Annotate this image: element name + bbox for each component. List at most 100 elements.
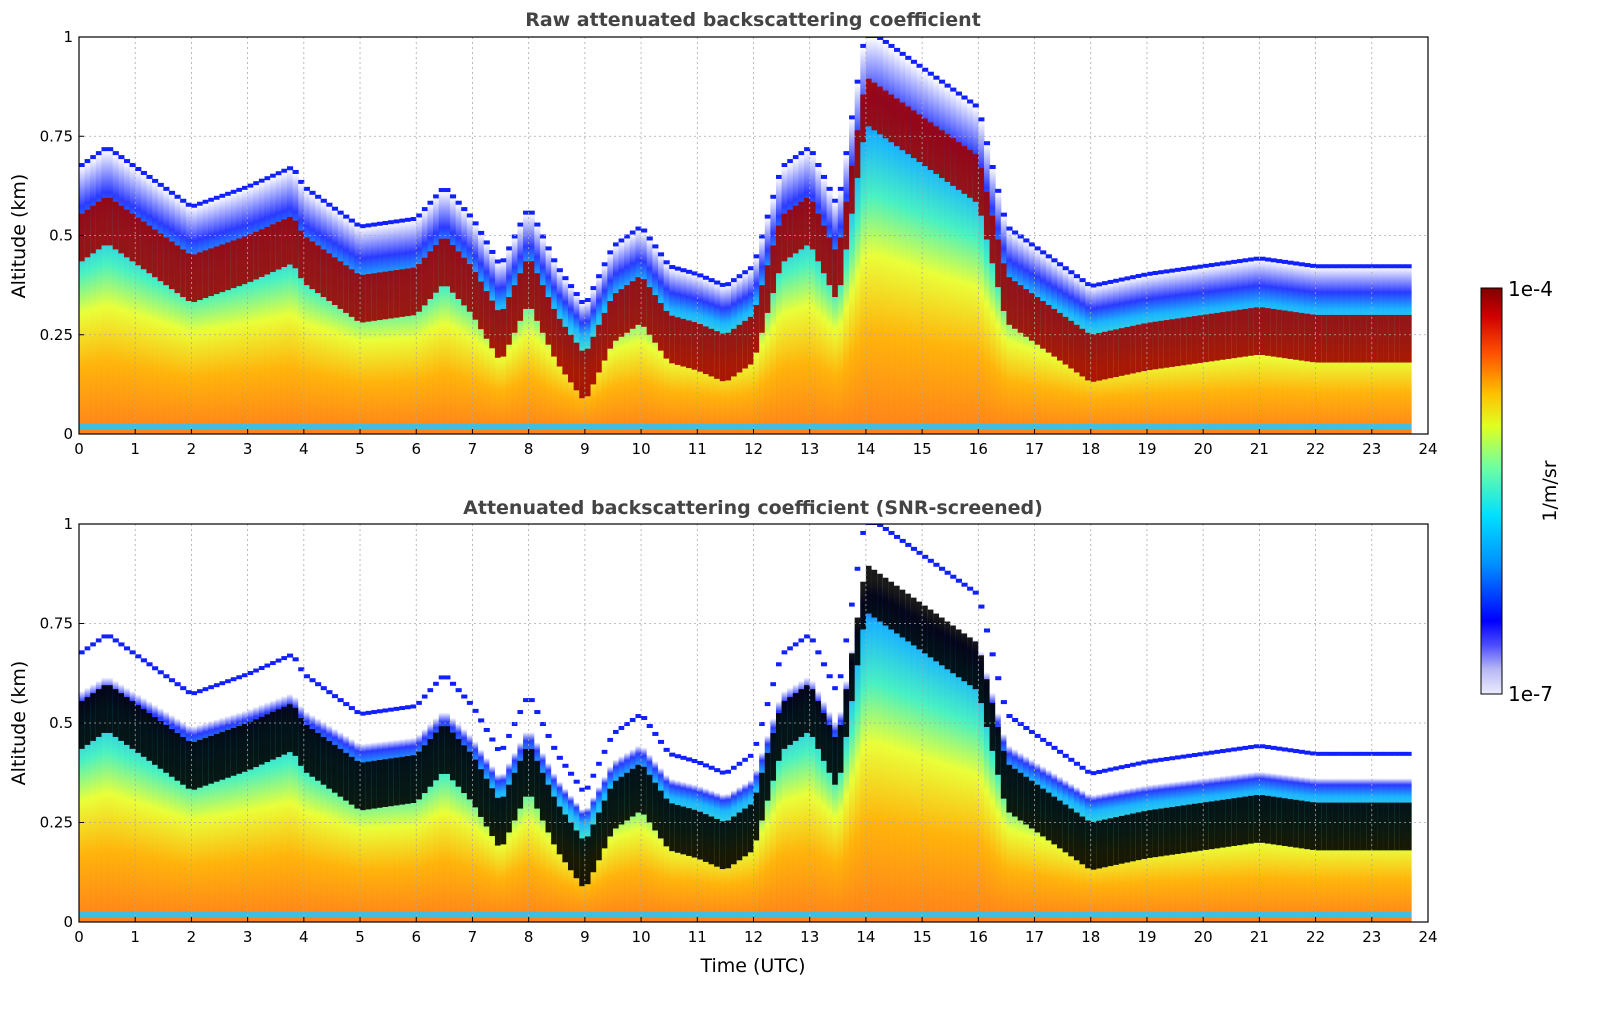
x-tick-label: 11: [688, 440, 707, 458]
panel-screened-ground-strip: [79, 912, 1412, 918]
panel-raw-layer-edge: [1349, 264, 1356, 269]
panel-screened-layer-cell: [1169, 806, 1176, 855]
panel-raw-layer-cell: [1197, 315, 1204, 363]
panel-raw-layer-edge: [1017, 234, 1024, 239]
x-tick-label: 4: [299, 928, 309, 946]
panel-screened-column: [922, 557, 929, 922]
panel-screened-layer-cell: [253, 719, 260, 768]
panel-screened-layer-cell: [764, 752, 771, 801]
panel-raw-layer-edge: [1265, 257, 1272, 262]
panel-screened-layer-cell: [1287, 799, 1294, 847]
panel-screened-layer-edge: [1113, 766, 1120, 771]
panel-screened-layer-cell: [944, 621, 951, 670]
panel-screened-column: [461, 697, 468, 922]
panel-raw-layer-cell: [1321, 314, 1328, 363]
panel-screened-layer-edge: [629, 718, 636, 723]
panel-raw-layer-edge: [697, 273, 704, 278]
panel-screened-layer-cell: [888, 581, 895, 630]
panel-raw-layer-edge: [393, 219, 400, 224]
panel-screened-layer-edge: [601, 749, 608, 754]
panel-raw-column: [219, 196, 226, 434]
panel-screened-layer-edge: [882, 526, 889, 531]
x-tick-label: 13: [800, 928, 819, 946]
panel-raw-layer-edge: [579, 299, 586, 304]
panel-screened-layer-edge: [1068, 757, 1075, 762]
panel-screened-layer-cell: [618, 776, 625, 825]
x-tick-label: 2: [187, 440, 197, 458]
panel-screened-column: [84, 649, 91, 922]
panel-screened-layer-cell: [826, 724, 833, 773]
panel-raw-layer-cell: [90, 205, 97, 254]
x-tick-label: 13: [800, 440, 819, 458]
panel-raw-layer-edge: [157, 182, 164, 187]
panel-raw-layer-edge: [1090, 283, 1097, 288]
panel-raw-layer-cell: [1220, 312, 1227, 360]
panel-raw-layer-cell: [1293, 312, 1300, 360]
panel-raw-title: Raw attenuated backscattering coefficien…: [525, 9, 981, 31]
panel-screened-column: [112, 641, 119, 922]
panel-raw-layer-cell: [315, 245, 322, 294]
panel-raw-column: [759, 237, 766, 434]
panel-raw-layer-edge: [1332, 264, 1339, 269]
panel-screened-layer-cell: [708, 816, 715, 865]
panel-screened-layer-cell: [202, 737, 209, 786]
panel-screened-layer-edge: [331, 694, 339, 699]
panel-raw-layer-edge: [736, 274, 743, 279]
panel-raw-column: [877, 38, 884, 434]
panel-raw-layer-edge: [202, 199, 209, 204]
panel-screened-column: [337, 701, 344, 922]
panel-raw-layer-cell: [792, 205, 799, 254]
panel-raw-layer-cell: [376, 272, 384, 321]
panel-screened-column: [1000, 703, 1007, 922]
panel-screened-column: [185, 693, 192, 922]
panel-screened-layer-cell: [79, 701, 86, 749]
panel-screened-layer-cell: [556, 806, 563, 855]
panel-screened-layer-cell: [427, 738, 434, 787]
panel-raw-layer-cell: [697, 324, 704, 372]
panel-raw-layer-edge: [185, 202, 192, 207]
panel-raw-layer-cell: [1012, 281, 1019, 329]
panel-raw-layer-cell: [584, 348, 591, 397]
panel-raw-layer-edge: [343, 214, 350, 219]
panel-screened-layer-edge: [686, 757, 693, 762]
panel-raw-column: [281, 171, 288, 434]
panel-raw-layer-edge: [1315, 264, 1322, 269]
panel-screened-layer-cell: [1186, 804, 1193, 853]
panel-screened-column: [225, 682, 232, 922]
panel-screened-layer-cell: [967, 637, 974, 686]
panel-raw-layer-cell: [753, 304, 760, 353]
x-tick-label: 3: [243, 928, 253, 946]
x-tick-label: 16: [969, 440, 988, 458]
panel-raw-layer-cell: [641, 279, 648, 327]
panel-raw-layer-cell: [427, 251, 434, 300]
panel-raw-layer-edge: [129, 163, 136, 168]
x-tick-label: 22: [1306, 440, 1325, 458]
panel-screened-layer-cell: [1113, 817, 1120, 865]
panel-screened-column: [219, 684, 226, 922]
panel-raw-layer-cell: [1338, 314, 1345, 363]
panel-screened-layer-cell: [84, 697, 91, 745]
panel-raw-column: [129, 166, 136, 434]
panel-raw-layer-edge: [663, 260, 670, 265]
panel-screened-layer-edge: [1085, 769, 1092, 774]
panel-screened-layer-cell: [1017, 772, 1024, 821]
panel-screened-layer-edge: [612, 729, 620, 734]
panel-raw-column: [635, 229, 642, 434]
panel-screened-column: [466, 703, 473, 922]
panel-screened-layer-edge: [1175, 755, 1182, 760]
panel-screened-layer-cell: [376, 760, 384, 808]
panel-raw-layer-cell: [955, 142, 962, 190]
panel-screened-layer-cell: [545, 784, 552, 833]
panel-raw-layer-edge: [1146, 271, 1154, 276]
panel-screened-layer-cell: [466, 751, 473, 800]
x-tick-label: 20: [1194, 928, 1213, 946]
panel-screened-column: [253, 671, 260, 922]
panel-screened-layer-edge: [163, 674, 170, 679]
panel-raw-layer-edge: [258, 178, 265, 183]
panel-screened-column: [331, 697, 339, 922]
panel-screened-column: [798, 641, 805, 922]
panel-raw-layer-cell: [275, 221, 282, 270]
panel-raw: Raw attenuated backscattering coefficien…: [8, 9, 1438, 458]
panel-raw-layer-cell: [702, 326, 710, 375]
panel-screened-layer-edge: [365, 710, 372, 715]
